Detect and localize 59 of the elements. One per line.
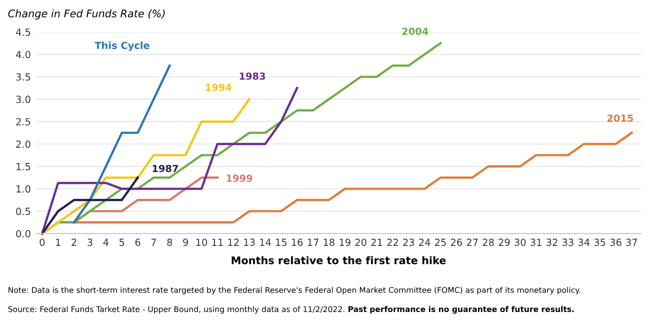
series-label: 1987 — [152, 164, 178, 172]
x-tick-label: 31 — [530, 238, 542, 246]
y-tick-label: 0.0 — [16, 230, 30, 238]
x-tick-label: 6 — [135, 238, 140, 246]
x-tick-label: 32 — [546, 238, 558, 246]
y-tick-label: 3.0 — [16, 96, 30, 104]
x-tick-label: 36 — [610, 238, 622, 246]
x-tick-label: 22 — [387, 238, 398, 246]
x-tick-label: 12 — [228, 238, 239, 246]
x-tick-label: 13 — [244, 238, 255, 246]
x-tick-label: 15 — [276, 238, 286, 246]
series-label: 2004 — [402, 28, 428, 36]
x-tick-label: 10 — [196, 238, 208, 246]
x-tick-label: 5 — [119, 238, 124, 246]
y-tick-label: 0.5 — [16, 208, 30, 216]
x-tick-label: 24 — [419, 238, 430, 246]
x-tick-label: 34 — [578, 238, 590, 246]
y-tick-label: 4.0 — [16, 50, 30, 58]
x-tick-label: 8 — [167, 238, 172, 246]
x-tick-label: 26 — [450, 238, 462, 246]
y-axis-title: Change in Fed Funds Rate (%) — [8, 9, 165, 20]
x-tick-label: 17 — [308, 238, 318, 246]
x-tick-label: 19 — [340, 238, 350, 246]
x-axis-title: Months relative to the first rate hike — [232, 256, 446, 264]
x-tick-label: 0 — [40, 238, 45, 246]
x-tick-label: 11 — [212, 238, 223, 246]
y-tick-label: 1.5 — [16, 163, 30, 170]
x-tick-label: 33 — [562, 238, 574, 246]
x-tick-label: 3 — [88, 238, 92, 246]
x-tick-label: 20 — [355, 238, 366, 246]
x-tick-label: 35 — [594, 238, 606, 246]
x-tick-label: 25 — [435, 238, 446, 246]
y-tick-label: 2.0 — [16, 140, 30, 148]
x-tick-label: 14 — [260, 238, 271, 246]
y-tick-label: 1.0 — [16, 185, 30, 193]
x-tick-label: 37 — [626, 238, 638, 246]
x-tick-label: 9 — [183, 238, 188, 246]
text: This Cycle — [94, 42, 150, 52]
line-series — [41, 176, 139, 235]
series-label: 1999 — [226, 174, 252, 182]
x-tick-label: 30 — [514, 238, 526, 246]
x-tick-label: 21 — [371, 238, 382, 246]
x-tick-label: 1 — [56, 238, 60, 246]
x-tick-label: 7 — [151, 238, 156, 246]
x-tick-label: 29 — [498, 238, 510, 246]
y-tick-label: 2.5 — [16, 118, 30, 126]
x-tick-label: 27 — [466, 238, 478, 246]
line-series — [41, 98, 250, 235]
x-tick-label: 18 — [324, 238, 334, 246]
y-tick-label: 3.5 — [16, 73, 30, 81]
text: 1983 — [240, 72, 266, 80]
x-tick-label: 2 — [72, 238, 76, 246]
series-label: 1994 — [206, 84, 232, 92]
x-tick-label: 4 — [103, 238, 108, 246]
y-tick-label: 4.5 — [16, 28, 30, 36]
x-tick-label: 28 — [482, 238, 494, 246]
series-label: 2015 — [607, 114, 634, 122]
x-tick-label: 16 — [292, 238, 303, 246]
x-tick-label: 23 — [403, 238, 414, 246]
